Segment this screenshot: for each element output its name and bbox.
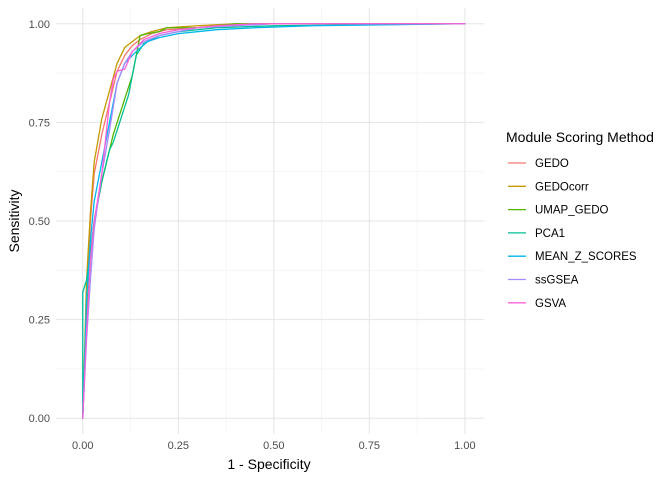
y-tick-label: 0.50 — [29, 216, 50, 228]
x-axis-tick-labels: 0.00 0.25 0.50 0.75 1.00 — [72, 440, 476, 452]
x-tick-label: 0.50 — [263, 440, 284, 452]
y-axis-tick-labels: 0.00 0.25 0.50 0.75 1.00 — [29, 19, 50, 425]
x-axis-title: 1 - Specificity — [227, 456, 310, 472]
legend-items: GEDO GEDOcorr UMAP_GEDO PCA1 MEAN_Z_SCORESss… — [508, 158, 637, 310]
x-tick-label: 0.00 — [72, 440, 93, 452]
legend-title: Module Scoring Method — [506, 129, 654, 145]
roc-curve-gsva — [82, 23, 466, 419]
legend-item: GEDOcorr — [508, 181, 589, 193]
legend-item: MEAN_Z_SCORES — [508, 251, 637, 263]
legend-label: ssGSEA — [535, 275, 579, 287]
legend-item: UMAP_GEDO — [508, 205, 609, 217]
x-tick-label: 1.00 — [454, 440, 475, 452]
y-tick-label: 1.00 — [29, 19, 50, 31]
x-tick-label: 0.25 — [168, 440, 189, 452]
roc-curve-mean-z-scores — [82, 23, 466, 419]
legend-label: GSVA — [535, 298, 566, 310]
roc-curves — [82, 23, 466, 419]
legend-item: PCA1 — [508, 228, 565, 240]
legend: Module Scoring Method GEDO GEDOcorr UMAP_G… — [506, 129, 654, 310]
legend-label: GEDO — [535, 158, 569, 170]
legend-label: UMAP_GEDO — [535, 205, 609, 217]
legend-item: GEDO — [508, 158, 569, 170]
legend-item: GSVA — [508, 298, 566, 310]
legend-item: ssGSEA — [508, 275, 579, 287]
y-axis-title: Sensitivity — [6, 189, 22, 252]
legend-label: PCA1 — [535, 228, 565, 240]
roc-curve-gedocorr — [82, 23, 466, 419]
x-tick-label: 0.75 — [359, 440, 380, 452]
y-tick-label: 0.00 — [29, 413, 50, 425]
y-tick-label: 0.25 — [29, 315, 50, 327]
legend-label: MEAN_Z_SCORES — [535, 251, 637, 263]
legend-label: GEDOcorr — [535, 181, 589, 193]
roc-curve-ssgsea — [82, 23, 466, 419]
y-tick-label: 0.75 — [29, 117, 50, 129]
